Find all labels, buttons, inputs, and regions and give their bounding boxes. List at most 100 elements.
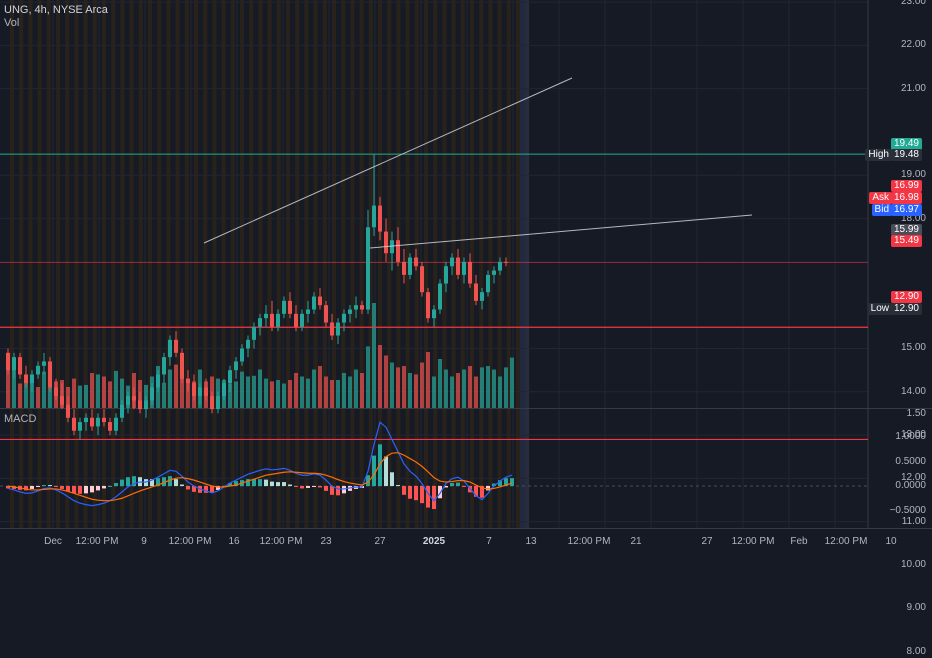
volume-bar [360,373,364,408]
session-band [304,0,309,528]
volume-bar [294,373,298,408]
low-tag-label: Low [867,303,892,315]
time-tick-label: 12:00 PM [259,536,303,547]
time-tick-label: 27 [701,536,713,547]
volume-bar [426,352,430,408]
bid-tag-label: Bid [871,204,892,216]
macd-histogram-bar [474,486,478,497]
candle-body [222,383,226,397]
volume-bar [246,376,250,408]
macd-histogram-bar [192,486,196,492]
volume-bar [306,378,310,408]
session-band [378,0,382,528]
chart-canvas[interactable] [0,0,932,550]
volume-bar [174,364,178,408]
macd-histogram-bar [186,486,190,490]
low-tag: 12.90 [890,303,922,315]
macd-histogram-bar [270,481,274,486]
macd-histogram-bar [6,486,10,489]
macd-histogram-bar [162,477,166,486]
candle-body [348,309,352,314]
price-tick-label: 18.00 [900,212,926,224]
macd-histogram-bar [156,478,160,486]
macd-histogram-bar [54,486,58,487]
candle-body [114,417,118,431]
candle-body [132,396,136,401]
candle-body [162,357,166,375]
macd-panel [0,421,868,510]
candle-body [342,313,346,323]
volume-bar [318,366,322,408]
time-tick-label: 12:00 PM [731,536,775,547]
trend-lines [203,77,753,249]
macd-histogram-bar [288,484,292,486]
macd-histogram-bar [96,486,100,491]
candle-body [24,374,28,384]
level-12-90-tag: 12.90 [890,291,922,303]
macd-histogram-bar [228,483,232,486]
volume-bar [6,369,10,408]
candle-body [144,400,148,410]
volume-bar [288,380,292,408]
candle-body [468,261,472,284]
time-tick-label: 10 [885,536,897,547]
ask-tag: 16.98 [890,192,922,204]
candle-body [36,365,40,375]
candle-body [366,227,370,310]
macd-histogram-bar [504,478,508,486]
volume-bar [96,374,100,408]
symbol-legend[interactable]: UNG, 4h, NYSE Arca [4,4,108,16]
volume-legend[interactable]: Vol [4,17,20,29]
macd-histogram-bar [282,482,286,486]
candle-body [42,361,46,366]
price-tick-label: 9.00 [906,602,926,614]
session-band [258,0,263,528]
volume-bar [120,378,124,408]
time-tick-label: 9 [141,536,147,547]
candle-body [450,257,454,267]
macd-histogram-bar [426,486,430,508]
session-band [203,0,208,528]
volume-bar [456,373,460,408]
macd-histogram-bar [408,486,412,499]
candle-body [372,205,376,228]
macd-histogram-bar [78,486,82,494]
candle-body [174,339,178,353]
volume-bar [396,367,400,408]
volume-bar [492,369,496,408]
volume-bar [438,359,442,408]
session-band [129,0,134,528]
macd-histogram-bar [492,483,496,486]
macd-histogram-bar [396,485,400,487]
last-price-tag: 16.99 [890,180,922,192]
candle-body [378,205,382,232]
session-band [488,0,493,528]
candle-body [474,283,478,301]
volume-bar [282,383,286,408]
macd-histogram-bar [90,486,94,493]
macd-histogram-bar [420,486,424,504]
volume-bar [24,380,28,408]
macd-histogram-bar [174,479,178,486]
time-tick-label: 27 [374,536,386,547]
macd-histogram-bar [312,486,316,487]
macd-histogram-bar [246,479,250,486]
session-band [267,0,272,528]
volume-bar [378,345,382,408]
price-levels [0,153,868,441]
session-band [194,0,198,528]
time-tick-label: 12:00 PM [168,536,212,547]
volume-bar [450,376,454,408]
volume-bar [228,383,232,408]
macd-histogram-bar [168,476,172,486]
macd-legend[interactable]: MACD [4,413,37,425]
price-tick-label: 10.00 [900,558,926,570]
macd-histogram-bar [300,486,304,489]
macd-histogram-bar [366,475,370,486]
macd-histogram-bar [258,479,262,486]
candle-body [330,322,334,336]
time-tick-label: 12:00 PM [567,536,611,547]
volume-bar [270,381,274,408]
high-tag: 19.48 [890,149,922,161]
